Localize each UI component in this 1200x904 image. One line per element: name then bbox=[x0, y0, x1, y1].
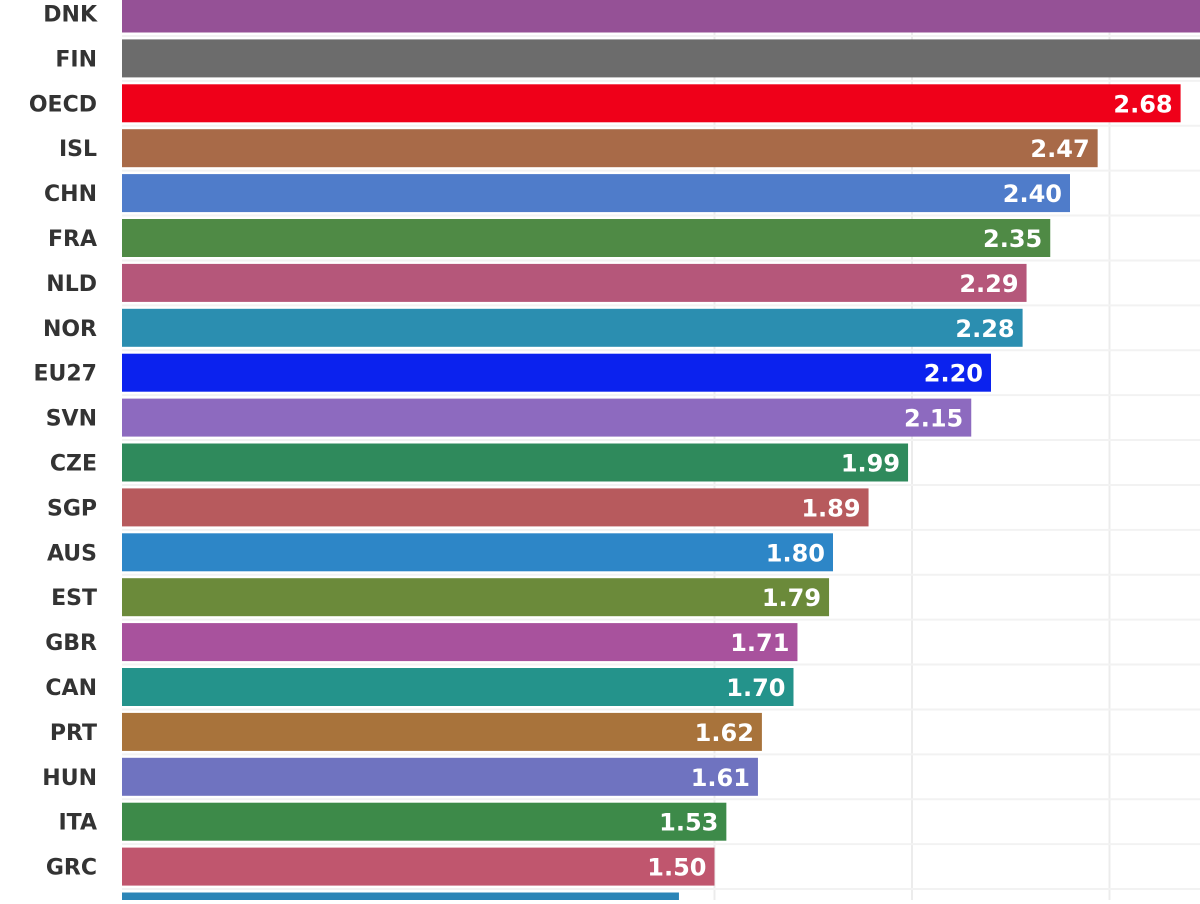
value-label: 2.20 bbox=[924, 360, 983, 388]
category-label: NLD bbox=[46, 272, 97, 297]
category-label: CAN bbox=[45, 676, 97, 701]
bar-fra bbox=[122, 219, 1051, 257]
value-label: 2.29 bbox=[959, 270, 1018, 298]
value-label: 1.62 bbox=[695, 719, 754, 747]
category-label: DNK bbox=[43, 3, 98, 28]
value-label: 1.99 bbox=[841, 450, 900, 478]
category-label: SVN bbox=[46, 407, 97, 432]
bar-chn bbox=[122, 174, 1070, 213]
bar-isl bbox=[122, 129, 1098, 168]
value-label: 1.61 bbox=[691, 764, 750, 792]
bar-sgp bbox=[122, 488, 869, 527]
value-label: 1.70 bbox=[726, 674, 785, 702]
category-label: EST bbox=[51, 586, 97, 611]
value-label: 2.47 bbox=[1030, 135, 1089, 163]
bar-hun bbox=[122, 757, 758, 796]
bar-prt bbox=[122, 712, 762, 751]
value-label: 2.28 bbox=[955, 315, 1014, 343]
value-label: 1.89 bbox=[801, 494, 860, 522]
bar-nld bbox=[122, 263, 1027, 302]
value-label: 1.71 bbox=[730, 629, 789, 657]
value-label: 1.53 bbox=[659, 809, 718, 837]
value-label: 1.79 bbox=[762, 584, 821, 612]
bar-ita bbox=[122, 802, 727, 841]
category-label: OECD bbox=[29, 92, 97, 117]
bar-nor bbox=[122, 308, 1023, 347]
bar-est bbox=[122, 578, 830, 617]
bar-eu27 bbox=[122, 353, 991, 392]
category-label: FIN bbox=[55, 47, 97, 72]
bar-grc bbox=[122, 847, 715, 886]
category-label: SGP bbox=[47, 496, 97, 521]
bar-cze bbox=[122, 443, 909, 482]
bar-gbr bbox=[122, 623, 798, 662]
bar-can bbox=[122, 668, 794, 706]
value-label: 1.50 bbox=[647, 854, 706, 882]
bar-oecd bbox=[122, 84, 1181, 123]
bar-svn bbox=[122, 398, 972, 437]
category-label: NOR bbox=[43, 317, 97, 342]
category-label: EU27 bbox=[33, 362, 97, 387]
category-label: FRA bbox=[48, 227, 97, 252]
value-label: 2.15 bbox=[904, 405, 963, 433]
bar-dnk bbox=[122, 0, 1200, 33]
category-label: CZE bbox=[50, 452, 97, 477]
value-label: 2.35 bbox=[983, 225, 1042, 253]
value-label: 2.68 bbox=[1113, 90, 1172, 118]
category-label: HUN bbox=[42, 766, 97, 791]
category-label: PRT bbox=[50, 721, 97, 746]
category-label: GRC bbox=[46, 856, 97, 881]
category-label: CHN bbox=[44, 182, 97, 207]
value-label: 2.40 bbox=[1003, 180, 1062, 208]
category-label: ISL bbox=[59, 137, 97, 162]
bar-aus bbox=[122, 533, 833, 572]
category-label: GBR bbox=[45, 631, 97, 656]
category-label: AUS bbox=[47, 541, 97, 566]
category-label: ITA bbox=[58, 811, 97, 836]
value-label: 1.80 bbox=[766, 539, 825, 567]
bar-fin bbox=[122, 39, 1200, 78]
bar-unlabeled bbox=[122, 892, 679, 904]
